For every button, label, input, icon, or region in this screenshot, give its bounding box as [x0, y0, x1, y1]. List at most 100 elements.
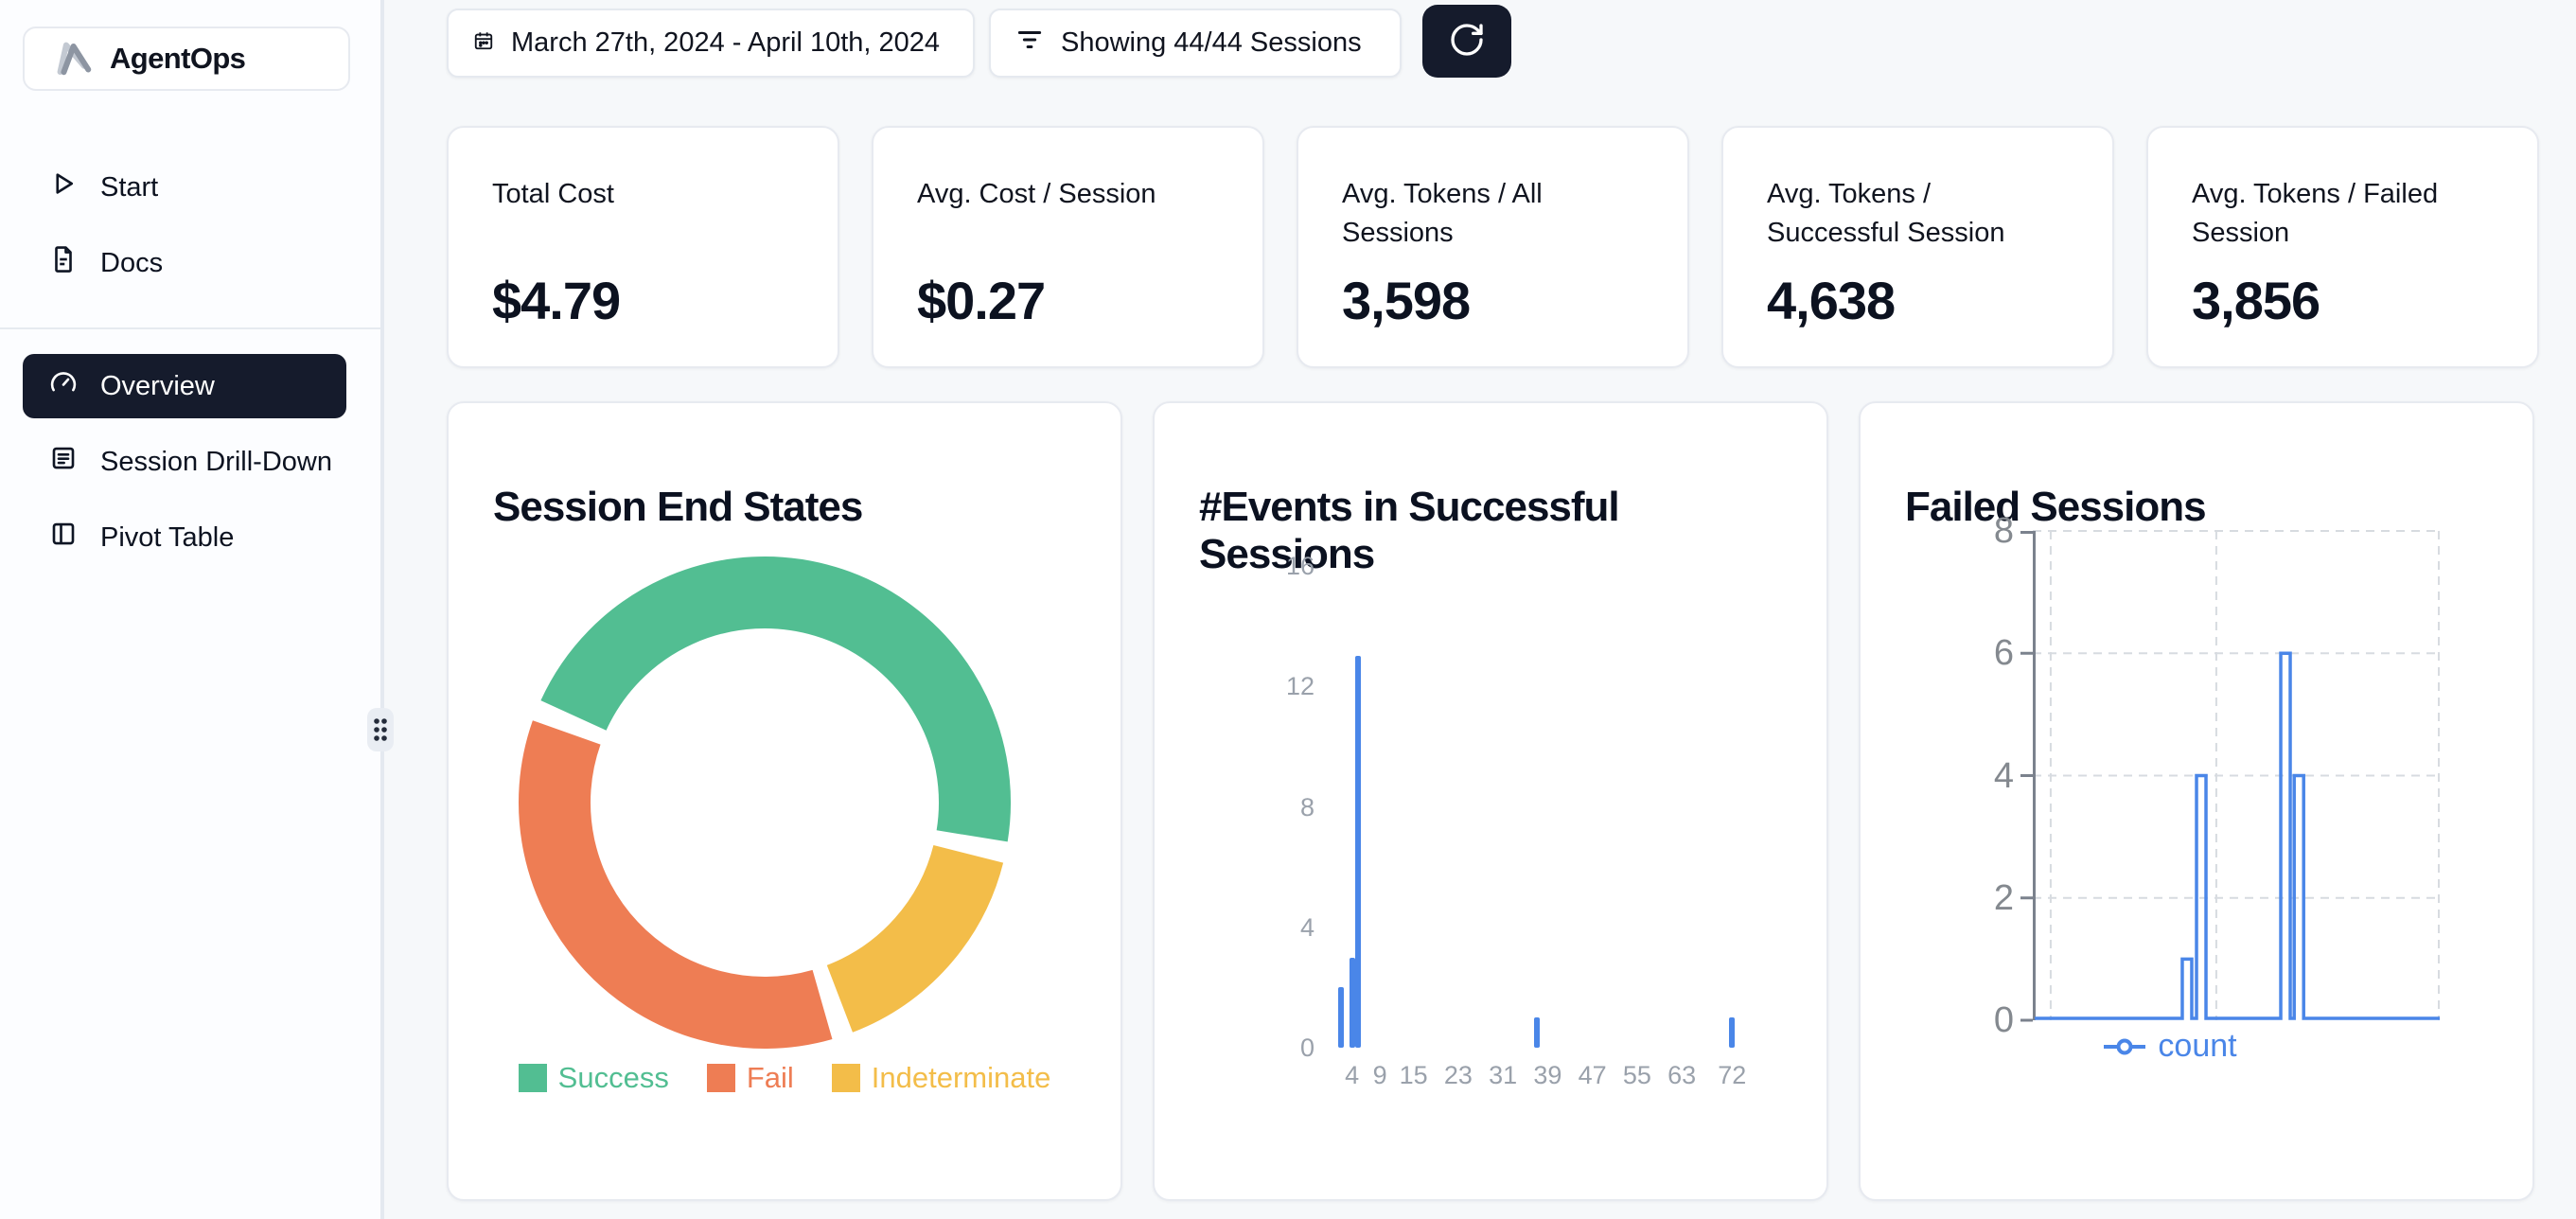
- refresh-button[interactable]: [1422, 5, 1511, 78]
- bar-x-tick-label: 72: [1718, 1061, 1747, 1089]
- legend-label: Fail: [746, 1061, 794, 1094]
- bar-y-tick-label: 16: [1285, 552, 1314, 580]
- events-bar-plot[interactable]: 0 4 8 12 16 4 9 15 23 31 39 47 55 63 72: [1286, 552, 1749, 1089]
- line-chart-title: Failed Sessions: [1905, 483, 2207, 530]
- bar-x-tick-label: 15: [1399, 1061, 1428, 1089]
- sidebar-item-docs[interactable]: Docs: [0, 225, 380, 301]
- stat-label: Total Cost: [492, 179, 614, 209]
- sidebar-item-label: Docs: [100, 247, 164, 278]
- bar-x-tick-label: 39: [1533, 1061, 1562, 1089]
- sidebar-item-label: Session Drill-Down: [100, 446, 332, 477]
- sidebar-item-overview[interactable]: Overview: [23, 354, 346, 418]
- failed-sessions-card: Failed Sessions 0 2 4 6 8 count: [1859, 401, 2534, 1201]
- stat-label: Avg. Tokens / Successful Session: [1767, 179, 2005, 248]
- stat-label: Avg. Cost / Session: [917, 179, 1156, 209]
- donut-chart-title: Session End States: [493, 483, 863, 530]
- bar-x-tick-label: 31: [1489, 1061, 1518, 1089]
- bar-x4[interactable]: [1349, 957, 1355, 1048]
- stats-row: Total Cost $4.79 Avg. Cost / Session $0.27 A…: [447, 126, 2539, 368]
- bar-y-tick-label: 0: [1299, 1034, 1314, 1062]
- count-legend-marker-icon: [2104, 1038, 2146, 1054]
- donut-segment-fail[interactable]: [519, 720, 833, 1049]
- bar-x-tick-label: 4: [1345, 1061, 1360, 1089]
- bar-x2[interactable]: [1337, 987, 1344, 1048]
- document-icon: [49, 245, 78, 281]
- legend-swatch: [831, 1064, 860, 1092]
- bar-x-tick-label: 23: [1443, 1061, 1473, 1089]
- legend-swatch: [706, 1064, 735, 1092]
- line-y-tick-label: 4: [1993, 755, 2014, 796]
- stat-label: Avg. Tokens / Failed Session: [2192, 179, 2439, 248]
- stat-value: 3,598: [1342, 271, 1471, 330]
- bar-x-tick-label: 47: [1578, 1061, 1607, 1089]
- refresh-icon: [1448, 21, 1486, 62]
- count-legend-label: count: [2158, 1028, 2237, 1064]
- date-range-button[interactable]: March 27th, 2024 - April 10th, 2024: [447, 9, 975, 78]
- stat-card: Avg. Tokens / Successful Session 4,638: [1721, 126, 2114, 368]
- stat-card: Avg. Tokens / All Sessions 3,598: [1297, 126, 1689, 368]
- sidebar: AgentOps Start Docs Overview Session Drill…: [0, 0, 384, 1219]
- donut-segment-success[interactable]: [540, 556, 1011, 842]
- gauge-icon: [49, 368, 78, 404]
- line-y-tick-label: 0: [1993, 1000, 2014, 1040]
- stat-card: Total Cost $4.79: [447, 126, 839, 368]
- bar-y-tick-label: 4: [1299, 912, 1314, 942]
- stat-value: $4.79: [492, 271, 621, 330]
- legend-label: Indeterminate: [871, 1061, 1051, 1094]
- donut-segment-indeterminate[interactable]: [826, 844, 1004, 1033]
- sessions-filter-button[interactable]: Showing 44/44 Sessions: [989, 9, 1402, 78]
- sidebar-item-label: Overview: [100, 370, 215, 401]
- legend-item-indeterminate[interactable]: Indeterminate: [831, 1061, 1051, 1095]
- events-histogram-card: #Events in Successful Sessions 0 4 8 12 16 4 9…: [1153, 401, 1828, 1201]
- line-y-tick-label: 6: [1993, 633, 2014, 674]
- bar-y-tick-label: 8: [1299, 792, 1314, 822]
- stat-value: 4,638: [1767, 271, 1896, 330]
- session-end-states-card: Session End States Success Fail Indetermin…: [447, 401, 1122, 1201]
- legend-item-fail[interactable]: Fail: [706, 1061, 794, 1095]
- bar-x-tick-label: 63: [1667, 1061, 1697, 1089]
- sidebar-item-session-drill-down[interactable]: Session Drill-Down: [23, 430, 346, 494]
- sidebar-item-label: Start: [100, 171, 159, 203]
- calendar-icon: [473, 27, 494, 59]
- line-y-tick-label: 2: [1993, 877, 2014, 918]
- legend-swatch: [518, 1064, 547, 1092]
- sidebar-resize-handle[interactable]: [367, 708, 394, 751]
- count-legend[interactable]: count: [1861, 1028, 2479, 1065]
- bar-chart-title: #Events in Successful Sessions: [1199, 483, 1620, 578]
- bar-x-tick-label: 9: [1372, 1061, 1387, 1089]
- sidebar-item-pivot-table[interactable]: Pivot Table: [23, 505, 346, 570]
- bar-x72[interactable]: [1729, 1017, 1736, 1048]
- app-logo[interactable]: AgentOps: [23, 26, 350, 91]
- bar-x5[interactable]: [1354, 656, 1361, 1048]
- session-end-states-donut[interactable]: [514, 552, 1015, 1053]
- legend-label: Success: [557, 1061, 669, 1094]
- play-icon: [49, 169, 78, 205]
- app-title: AgentOps: [110, 42, 246, 75]
- bar-x37[interactable]: [1533, 1017, 1540, 1048]
- donut-legend: Success Fail Indeterminate: [449, 1061, 1120, 1095]
- sidebar-divider: [0, 327, 380, 329]
- count-series-line[interactable]: [2035, 651, 2440, 1020]
- grip-dots-icon: [374, 718, 387, 741]
- bar-y-tick-label: 12: [1285, 672, 1314, 701]
- filter-icon: [1015, 26, 1044, 62]
- legend-item-success[interactable]: Success: [518, 1061, 669, 1095]
- stat-card: Avg. Cost / Session $0.27: [872, 126, 1264, 368]
- charts-row: Session End States Success Fail Indetermin…: [447, 401, 2534, 1201]
- sidebar-item-start[interactable]: Start: [0, 150, 380, 225]
- sidebar-nav-top: Start Docs: [0, 150, 380, 301]
- sidebar-nav-main: Overview Session Drill-Down Pivot Table: [0, 354, 380, 581]
- stat-value: $0.27: [917, 271, 1046, 330]
- sidebar-item-label: Pivot Table: [100, 521, 235, 553]
- sessions-filter-label: Showing 44/44 Sessions: [1061, 27, 1362, 58]
- bar-x-tick-label: 55: [1622, 1061, 1651, 1089]
- stat-label: Avg. Tokens / All Sessions: [1342, 179, 1543, 248]
- agentops-logo-icon: [47, 34, 93, 84]
- line-y-tick-label: 8: [1993, 511, 2014, 551]
- stat-value: 3,856: [2192, 271, 2320, 330]
- stat-card: Avg. Tokens / Failed Session 3,856: [2146, 126, 2539, 368]
- failed-sessions-plot[interactable]: [2020, 530, 2440, 1022]
- list-box-icon: [49, 444, 78, 480]
- panel-left-icon: [49, 520, 78, 556]
